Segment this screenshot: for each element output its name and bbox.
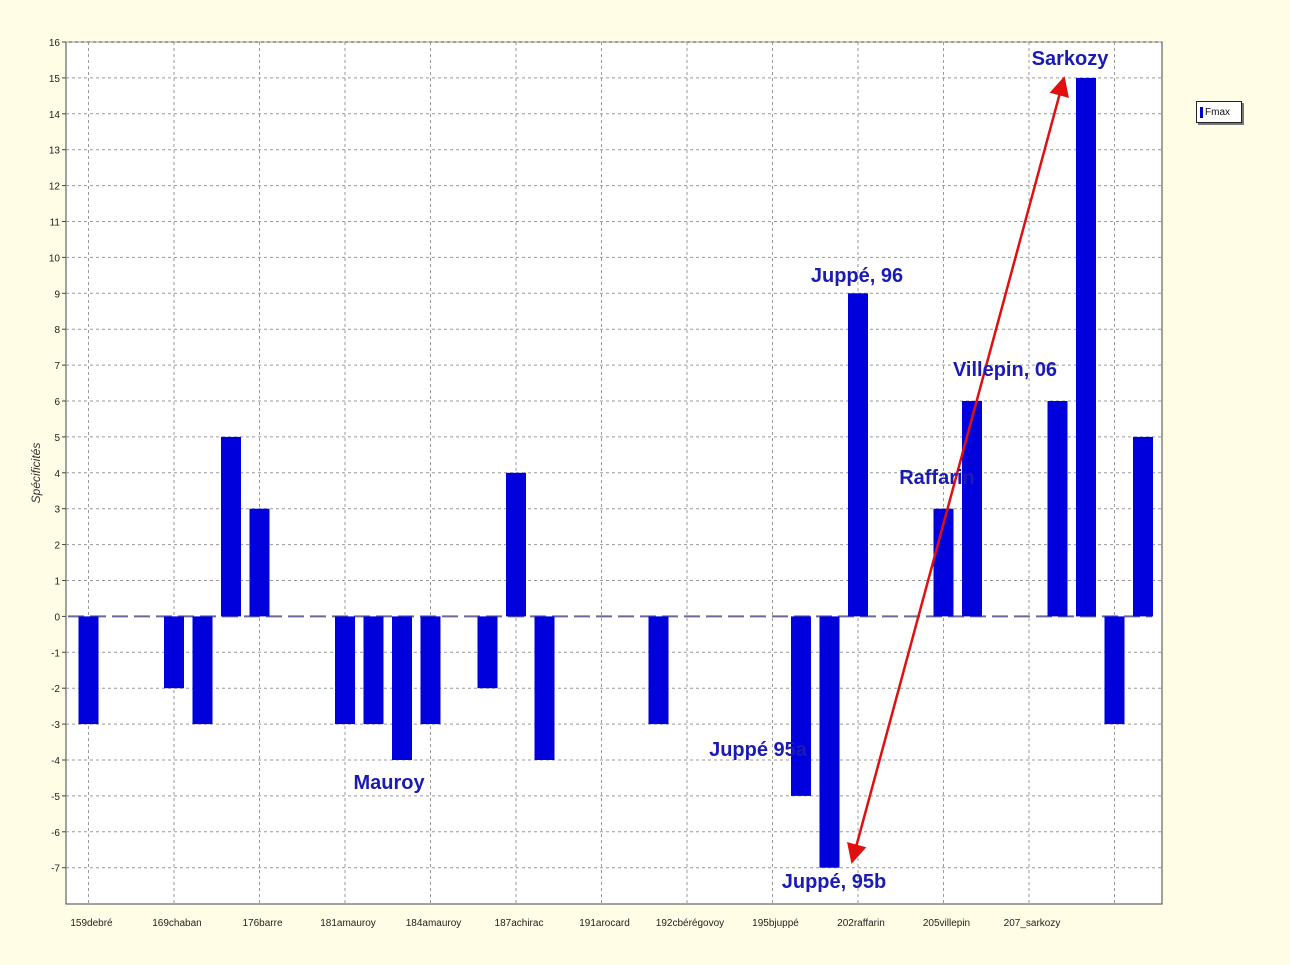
annotation-label: Juppé, 96 bbox=[811, 265, 903, 287]
y-tick-label: -2 bbox=[51, 684, 60, 695]
bar bbox=[648, 616, 669, 725]
y-tick-label: 9 bbox=[54, 289, 60, 300]
x-tick-label: 159debré bbox=[70, 918, 113, 929]
y-tick-label: 1 bbox=[54, 577, 60, 588]
bar bbox=[249, 508, 270, 617]
x-tick-label: 184amauroy bbox=[406, 918, 462, 929]
y-tick-label: 11 bbox=[50, 218, 61, 229]
bar bbox=[164, 616, 184, 689]
x-tick-label: 176barre bbox=[242, 918, 282, 929]
x-tick-label: 205villepin bbox=[923, 918, 970, 929]
annotation-label: Juppé 95a bbox=[709, 739, 808, 761]
y-tick-label: 4 bbox=[54, 469, 60, 480]
annotation-label: Raffarin bbox=[899, 467, 975, 489]
legend: Fmax bbox=[1196, 101, 1242, 123]
annotation-label: Mauroy bbox=[353, 772, 425, 794]
bar bbox=[848, 293, 868, 617]
bar bbox=[78, 616, 99, 725]
bar bbox=[420, 616, 441, 725]
bar bbox=[1104, 616, 1125, 725]
bar bbox=[1133, 436, 1153, 617]
x-tick-label: 187achirac bbox=[495, 918, 544, 929]
y-tick-label: 6 bbox=[54, 397, 60, 408]
y-tick-label: 15 bbox=[49, 74, 61, 85]
bar bbox=[962, 401, 982, 617]
y-tick-label: -3 bbox=[51, 720, 60, 731]
y-tick-label: 8 bbox=[54, 325, 60, 336]
y-tick-label: 2 bbox=[54, 541, 60, 552]
bar bbox=[791, 616, 811, 796]
bar bbox=[192, 616, 213, 725]
x-tick-label: 195bjuppé bbox=[752, 918, 799, 929]
bar bbox=[534, 616, 555, 760]
y-tick-label: 3 bbox=[54, 505, 60, 516]
x-tick-label: 181amauroy bbox=[320, 918, 376, 929]
y-tick-label: 12 bbox=[49, 182, 61, 193]
y-tick-label: 14 bbox=[49, 110, 61, 121]
y-tick-label: -1 bbox=[51, 648, 60, 659]
annotation-label: Juppé, 95b bbox=[782, 871, 886, 893]
bar bbox=[392, 616, 412, 760]
y-axis-label: Spécificités bbox=[29, 443, 43, 504]
y-tick-label: 5 bbox=[54, 433, 60, 444]
x-tick-label: 207_sarkozy bbox=[1004, 918, 1061, 929]
bar bbox=[1076, 77, 1096, 617]
bar bbox=[819, 616, 840, 868]
bar bbox=[335, 616, 355, 725]
x-tick-label: 169chaban bbox=[152, 918, 202, 929]
legend-label: Fmax bbox=[1205, 106, 1230, 118]
bar bbox=[363, 616, 384, 725]
arrow bbox=[847, 76, 1069, 864]
tick-labels: -7-6-5-4-3-2-101234567891011121314151615… bbox=[49, 38, 1060, 929]
x-tick-label: 191arocard bbox=[579, 918, 630, 929]
arrow-annotation bbox=[847, 76, 1069, 864]
annotation-label: Villepin, 06 bbox=[953, 359, 1057, 381]
bar bbox=[221, 436, 241, 617]
x-tick-label: 192cbérégovoy bbox=[656, 918, 724, 929]
bar bbox=[506, 472, 526, 617]
y-tick-label: -5 bbox=[51, 792, 60, 803]
y-tick-label: 0 bbox=[54, 612, 60, 623]
y-tick-label: 13 bbox=[49, 146, 61, 157]
x-tick-label: 202raffarin bbox=[837, 918, 885, 929]
y-tick-label: -6 bbox=[51, 828, 60, 839]
annotation-label: Sarkozy bbox=[1032, 48, 1110, 70]
legend-swatch bbox=[1200, 106, 1203, 118]
y-tick-label: -7 bbox=[51, 864, 60, 875]
bar bbox=[477, 616, 498, 689]
annotations: Sarkozy Juppé, 96 Villepin, 06 Raffarin Jupp… bbox=[353, 48, 1109, 893]
y-tick-label: 7 bbox=[54, 361, 60, 372]
y-tick-label: -4 bbox=[51, 756, 60, 767]
bar bbox=[1047, 401, 1068, 617]
y-tick-label: 10 bbox=[49, 253, 61, 264]
y-tick-label: 16 bbox=[49, 38, 61, 49]
